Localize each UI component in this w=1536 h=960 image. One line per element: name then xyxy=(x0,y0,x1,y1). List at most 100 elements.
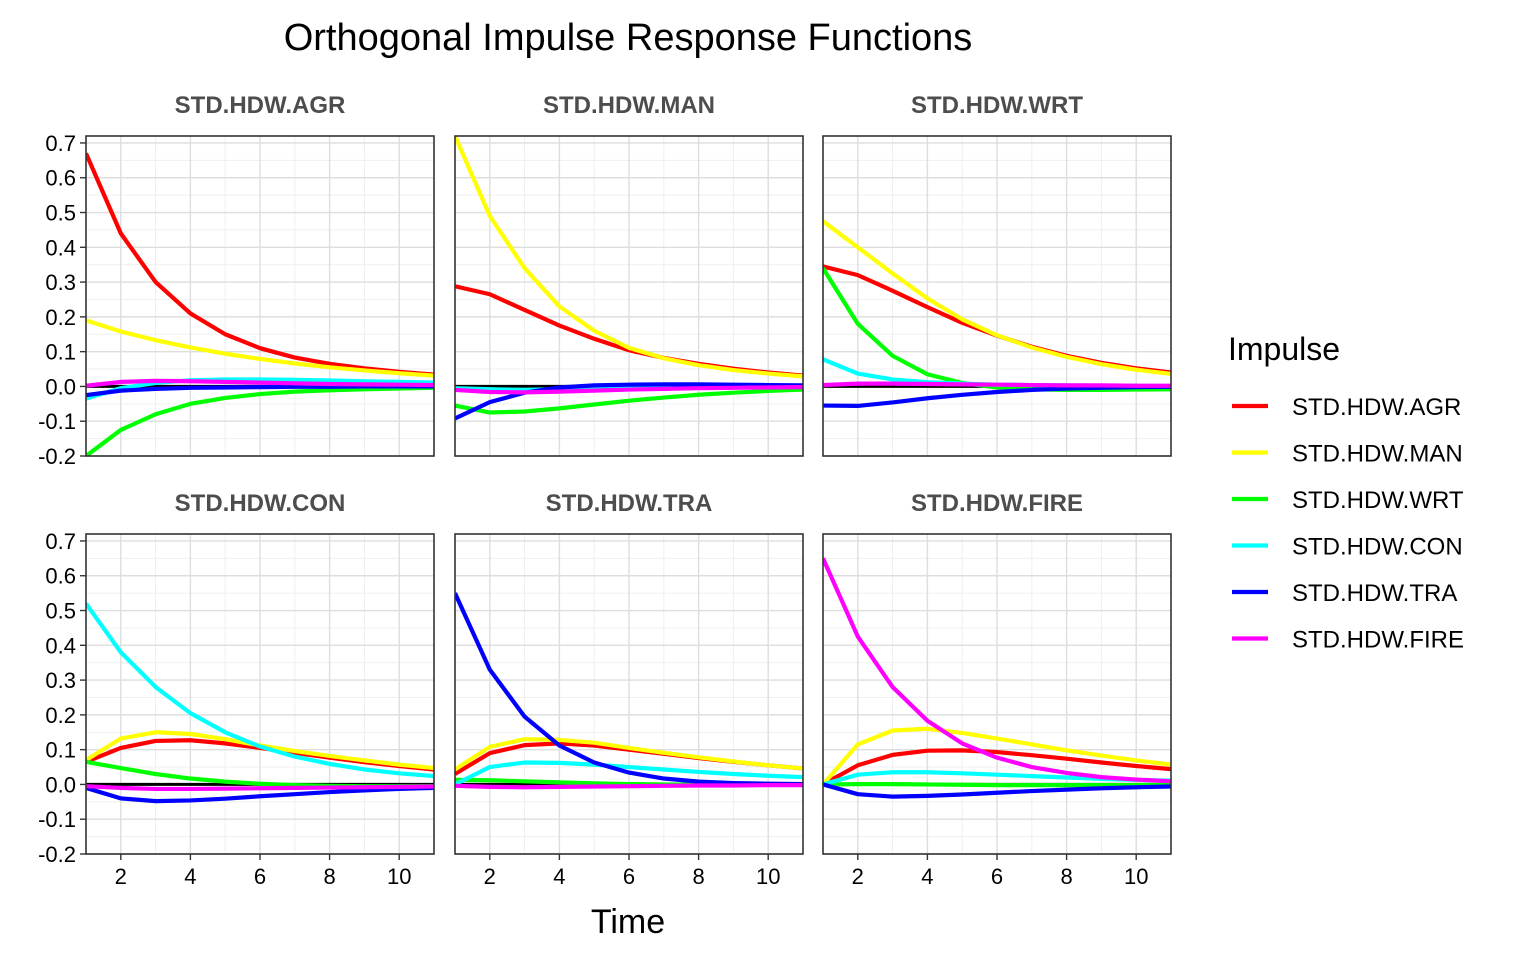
gridlines xyxy=(822,534,1172,855)
x-tick-label: 10 xyxy=(1124,864,1148,889)
series-line-std-hdw-tra xyxy=(455,382,803,421)
panel-title-std-hdw-fire: STD.HDW.FIRE xyxy=(911,490,1083,517)
x-tick-label: 2 xyxy=(852,864,864,889)
y-tick-label: -0.1 xyxy=(38,807,76,832)
panel-frame xyxy=(454,135,804,457)
panel-title-std-hdw-tra: STD.HDW.TRA xyxy=(546,490,713,517)
legend-item-std-hdw-con: STD.HDW.CON xyxy=(1232,534,1463,561)
series-line-std-hdw-tra xyxy=(86,785,434,804)
x-tick-label: 10 xyxy=(387,864,411,889)
y-tick-label: 0.1 xyxy=(45,340,76,365)
series-line-std-hdw-man xyxy=(455,737,803,772)
series-line-std-hdw-man xyxy=(86,318,434,378)
panel-std-hdw-fire: STD.HDW.FIRE 2 4 6 8 10 xyxy=(822,490,1172,889)
series-line-std-hdw-wrt xyxy=(823,781,1171,788)
series-line-std-hdw-man xyxy=(823,726,1171,786)
gridlines xyxy=(85,534,435,855)
series-line-std-hdw-wrt xyxy=(823,267,1171,393)
x-tick-label: 6 xyxy=(623,864,635,889)
series-line-std-hdw-agr xyxy=(823,748,1171,787)
panel-title-std-hdw-agr: STD.HDW.AGR xyxy=(175,92,346,119)
x-tick-label: 6 xyxy=(991,864,1003,889)
y-tick-label: 0.3 xyxy=(45,270,76,295)
legend-label: STD.HDW.MAN xyxy=(1292,441,1463,468)
series-lines xyxy=(455,592,803,790)
y-tick-label: 0.7 xyxy=(45,131,76,156)
gridlines xyxy=(85,136,435,457)
series-line-std-hdw-wrt xyxy=(455,387,803,415)
panel-title-std-hdw-con: STD.HDW.CON xyxy=(175,490,346,517)
series-line-std-hdw-tra xyxy=(823,782,1171,799)
legend-item-std-hdw-fire: STD.HDW.FIRE xyxy=(1232,627,1464,654)
panel-frame xyxy=(85,135,435,457)
x-tick-label: 2 xyxy=(115,864,127,889)
series-line-std-hdw-wrt xyxy=(86,385,434,456)
series-line-std-hdw-man xyxy=(823,219,1171,376)
series-line-std-hdw-fire xyxy=(86,784,434,792)
x-tick-label: 4 xyxy=(921,864,933,889)
y-tick-label: 0.2 xyxy=(45,703,76,728)
gridlines xyxy=(454,136,804,457)
panel-std-hdw-con: STD.HDW.CON -0.2 -0.1 0.0 0.1 0.2 0.3 0.4 0.5 0.6… xyxy=(38,490,435,889)
series-line-std-hdw-fire xyxy=(455,783,803,790)
x-axis-title: Time xyxy=(591,903,665,941)
x-tick-label: 8 xyxy=(692,864,704,889)
y-tick-label: -0.2 xyxy=(38,842,76,867)
y-tick-label: -0.1 xyxy=(38,409,76,434)
series-line-std-hdw-fire xyxy=(455,385,803,395)
x-tick-label: 4 xyxy=(553,864,565,889)
series-lines xyxy=(455,136,803,421)
y-tick-label: 0.7 xyxy=(45,529,76,554)
legend-label: STD.HDW.TRA xyxy=(1292,580,1457,607)
legend-item-std-hdw-man: STD.HDW.MAN xyxy=(1232,441,1463,468)
y-tick-label: 0.1 xyxy=(45,738,76,763)
panel-title-std-hdw-wrt: STD.HDW.WRT xyxy=(911,92,1083,119)
gridlines xyxy=(822,136,1172,457)
series-lines xyxy=(823,557,1171,799)
legend-item-std-hdw-wrt: STD.HDW.WRT xyxy=(1232,487,1464,514)
series-lines xyxy=(86,602,434,804)
legend-item-std-hdw-agr: STD.HDW.AGR xyxy=(1232,394,1461,421)
legend-title: Impulse xyxy=(1228,331,1340,367)
y-tick-label: 0.5 xyxy=(45,201,76,226)
legend-item-std-hdw-tra: STD.HDW.TRA xyxy=(1232,580,1457,607)
y-tick-label: 0.4 xyxy=(45,633,76,658)
legend-label: STD.HDW.AGR xyxy=(1292,394,1461,421)
series-lines xyxy=(823,219,1171,409)
series-line-std-hdw-fire xyxy=(823,381,1171,388)
legend-label: STD.HDW.WRT xyxy=(1292,487,1464,514)
legend-label: STD.HDW.CON xyxy=(1292,534,1463,561)
y-tick-label: 0.4 xyxy=(45,235,76,260)
y-tick-label: 0.5 xyxy=(45,599,76,624)
series-line-std-hdw-con xyxy=(455,760,803,787)
y-tick-label: 0.2 xyxy=(45,305,76,330)
legend: Impulse STD.HDW.AGR STD.HDW.MAN STD.HDW.WRT… xyxy=(1228,331,1464,654)
x-tick-label: 8 xyxy=(1060,864,1072,889)
panel-std-hdw-agr: STD.HDW.AGR -0.2 -0.1 0.0 0.1 0.2 0.3 0.4 0.5 0.6… xyxy=(38,92,435,469)
series-line-std-hdw-man xyxy=(455,136,803,379)
panel-frame xyxy=(822,135,1172,457)
series-lines xyxy=(86,152,434,456)
y-tick-label: 0.6 xyxy=(45,166,76,191)
legend-label: STD.HDW.FIRE xyxy=(1292,627,1464,654)
x-tick-label: 10 xyxy=(756,864,780,889)
y-tick-label: 0.6 xyxy=(45,564,76,589)
y-tick-label: 0.3 xyxy=(45,668,76,693)
x-tick-label: 6 xyxy=(254,864,266,889)
y-tick-label: 0.0 xyxy=(45,374,76,399)
x-tick-label: 2 xyxy=(484,864,496,889)
series-line-std-hdw-con xyxy=(86,602,434,779)
y-tick-label: 0.0 xyxy=(45,772,76,797)
series-line-std-hdw-fire xyxy=(823,557,1171,784)
panel-std-hdw-wrt: STD.HDW.WRT xyxy=(822,92,1172,457)
panel-title-std-hdw-man: STD.HDW.MAN xyxy=(543,92,715,119)
series-line-std-hdw-con xyxy=(86,377,434,401)
facet-panels: STD.HDW.AGR -0.2 -0.1 0.0 0.1 0.2 0.3 0.4 0.5 0.6… xyxy=(38,92,1172,889)
y-tick-label: -0.2 xyxy=(38,444,76,469)
series-line-std-hdw-fire xyxy=(86,378,434,388)
chart-title: Orthogonal Impulse Response Functions xyxy=(284,17,973,59)
x-tick-label: 4 xyxy=(184,864,196,889)
x-tick-label: 8 xyxy=(323,864,335,889)
panel-std-hdw-man: STD.HDW.MAN xyxy=(454,92,804,457)
